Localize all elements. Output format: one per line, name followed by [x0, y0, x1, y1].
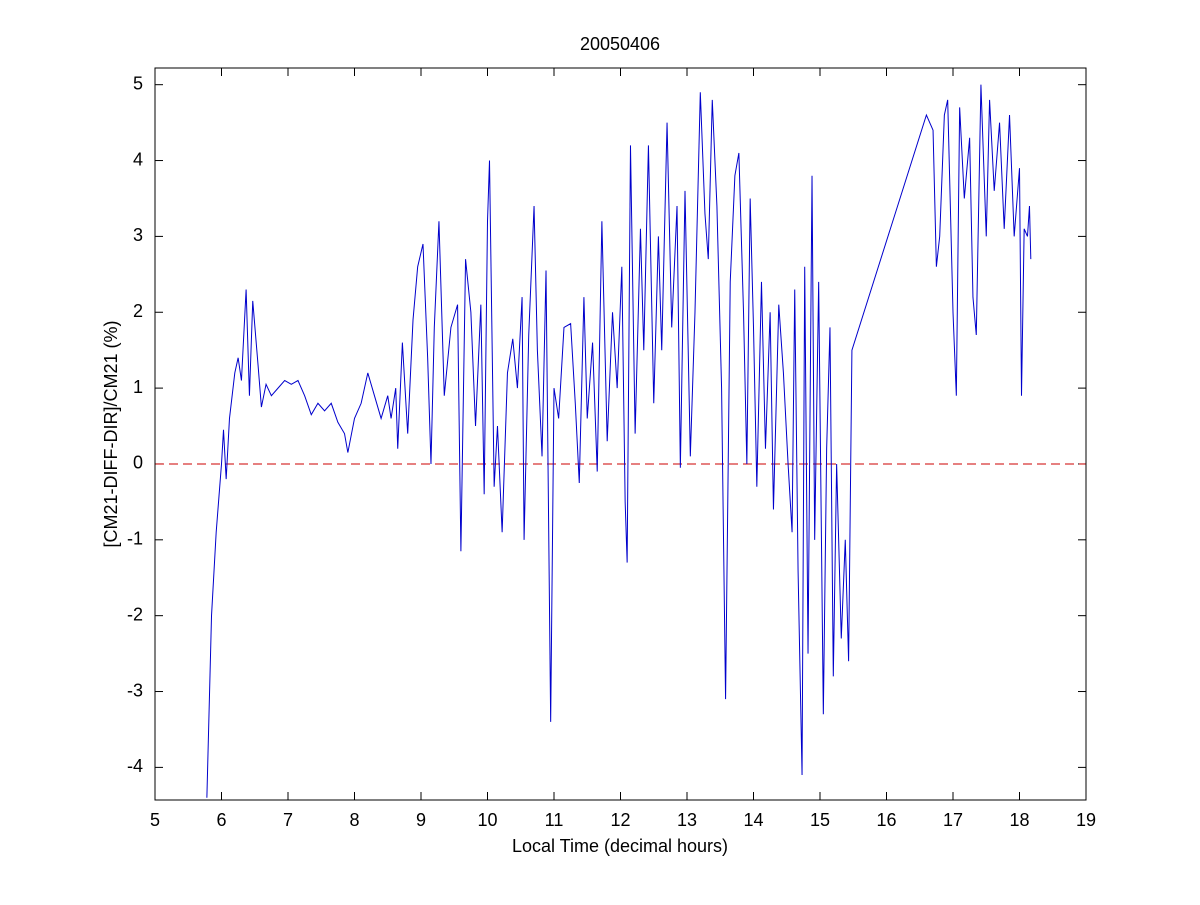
x-tick-label: 14: [743, 810, 763, 830]
x-tick-label: 15: [810, 810, 830, 830]
x-tick-label: 19: [1076, 810, 1096, 830]
y-tick-label: 5: [133, 73, 143, 93]
chart-title: 20050406: [580, 34, 660, 54]
x-tick-label: 8: [349, 810, 359, 830]
y-tick-label: -3: [127, 680, 143, 700]
y-tick-label: 1: [133, 377, 143, 397]
x-tick-label: 13: [677, 810, 697, 830]
plot-frame: [154, 67, 1087, 801]
y-tick-label: 0: [133, 453, 143, 473]
x-tick-label: 10: [477, 810, 497, 830]
y-axis-label: [CM21-DIFF-DIR]/CM21 (%): [101, 320, 121, 547]
y-tick-label: 4: [133, 149, 143, 169]
x-tick-label: 6: [216, 810, 226, 830]
x-tick-label: 9: [416, 810, 426, 830]
data-line: [206, 84, 1032, 798]
x-tick-label: 16: [876, 810, 896, 830]
x-tick-label: 18: [1009, 810, 1029, 830]
y-tick-label: 3: [133, 225, 143, 245]
x-axis-label: Local Time (decimal hours): [512, 836, 728, 856]
x-tick-label: 12: [610, 810, 630, 830]
y-tick-label: 2: [133, 301, 143, 321]
x-tick-label: 17: [943, 810, 963, 830]
y-tick-label: -1: [127, 529, 143, 549]
x-tick-label: 5: [150, 810, 160, 830]
y-tick-label: -4: [127, 756, 143, 776]
y-tick-label: -2: [127, 604, 143, 624]
x-tick-label: 11: [545, 810, 564, 830]
x-tick-label: 7: [283, 810, 293, 830]
